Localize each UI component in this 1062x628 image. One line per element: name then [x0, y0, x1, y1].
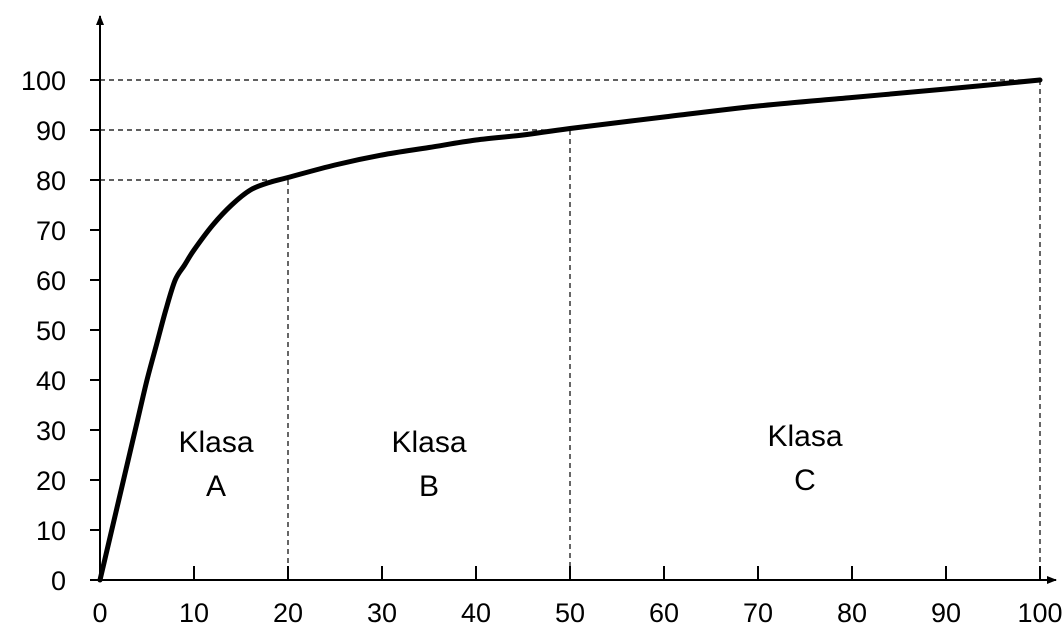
y-tick-label: 20: [36, 466, 66, 496]
y-tick-label: 90: [36, 116, 66, 146]
x-tick-label: 50: [555, 598, 585, 628]
y-tick-label: 40: [36, 366, 66, 396]
region-label-line1: Klasa: [178, 426, 253, 459]
region-label-line1: Klasa: [391, 426, 466, 459]
ticks: 0 10 20 30 40 50 60 70 80 90 100 0 10 20 30 40 50 60 70 80 9…: [21, 66, 1062, 628]
x-tick-label: 80: [837, 598, 867, 628]
y-tick-label: 50: [36, 316, 66, 346]
region-label-c: Klasa C: [767, 420, 842, 497]
y-tick-label: 80: [36, 166, 66, 196]
curve-layer: [97, 77, 1043, 583]
axes: [96, 15, 1057, 584]
region-label-line2: B: [419, 470, 439, 503]
region-label-a: Klasa A: [178, 426, 253, 503]
x-tick-label: 10: [179, 598, 209, 628]
guide-lines: [100, 79, 1041, 580]
y-tick-label: 100: [21, 66, 66, 96]
y-tick-label: 0: [51, 566, 66, 596]
region-label-line2: C: [794, 464, 816, 497]
x-tick-label: 100: [1017, 598, 1062, 628]
x-tick-label: 0: [92, 598, 107, 628]
x-tick-label: 60: [649, 598, 679, 628]
x-tick-label: 30: [367, 598, 397, 628]
region-labels: Klasa A Klasa B Klasa C: [178, 420, 842, 503]
y-tick-label: 10: [36, 516, 66, 546]
y-tick-label: 70: [36, 216, 66, 246]
y-tick-label: 60: [36, 266, 66, 296]
cumulative-curve: [97, 77, 1043, 583]
y-tick-label: 30: [36, 416, 66, 446]
region-label-line1: Klasa: [767, 420, 842, 453]
x-tick-label: 20: [273, 598, 303, 628]
x-tick-label: 40: [461, 598, 491, 628]
region-label-b: Klasa B: [391, 426, 466, 503]
region-label-line2: A: [206, 470, 226, 503]
x-tick-label: 70: [743, 598, 773, 628]
x-tick-label: 90: [931, 598, 961, 628]
